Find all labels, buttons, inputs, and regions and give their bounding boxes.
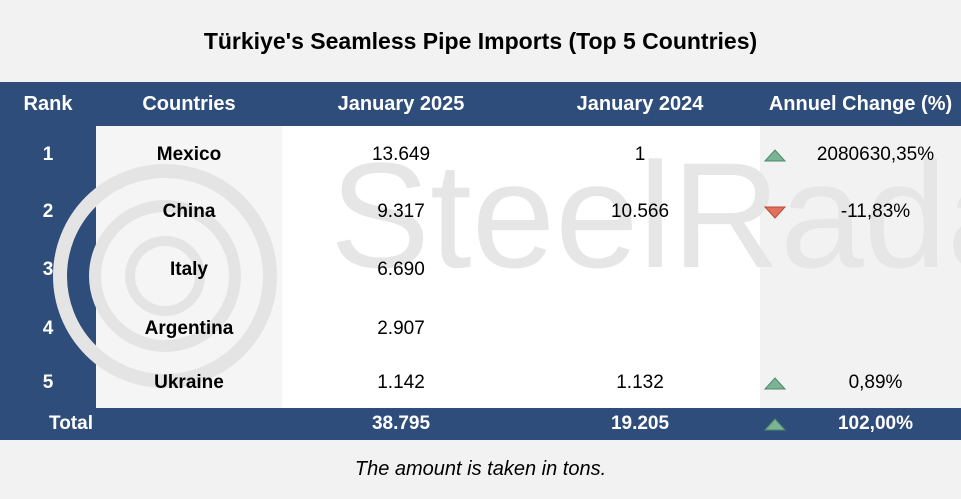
header-cell: Countries <box>142 92 236 115</box>
triangle <box>763 418 787 431</box>
total-band <box>0 408 961 440</box>
value-cell: 9.317 <box>377 200 425 222</box>
country-cell: Mexico <box>156 143 222 165</box>
change-cell: 0,89% <box>848 372 903 393</box>
rank-cell: 4 <box>42 318 54 339</box>
watermark-logo <box>53 164 277 388</box>
total-cell: 38.795 <box>371 413 431 434</box>
rank-cell: 2 <box>42 200 54 222</box>
trend-up-icon <box>763 377 787 390</box>
watermark: SteelRadar <box>330 131 961 299</box>
value-cell: 6.690 <box>377 259 425 280</box>
trend-down-icon <box>763 206 787 219</box>
header-cell: January 2024 <box>576 92 704 115</box>
total-cell: 19.205 <box>610 413 670 434</box>
rank-band <box>0 126 96 408</box>
header-band <box>0 82 961 126</box>
note: The amount is taken in tons. <box>354 458 607 480</box>
title-band <box>0 0 961 82</box>
value-cell: 1.132 <box>616 372 664 393</box>
value-cell: 13.649 <box>371 143 431 165</box>
value-cell: 2.907 <box>377 318 425 339</box>
change-cell: -11,83% <box>840 200 911 222</box>
value-cell: 10.566 <box>610 200 670 222</box>
logo-ring <box>125 236 205 316</box>
country-cell: China <box>162 200 216 222</box>
value-cell: 1.142 <box>377 372 425 393</box>
note-band <box>0 440 961 499</box>
rank-cell: 1 <box>42 143 54 165</box>
rank-cell: 3 <box>42 259 54 280</box>
triangle <box>763 148 787 161</box>
change-band <box>760 126 961 408</box>
trend-up-icon <box>763 418 787 431</box>
header-cell: January 2025 <box>337 92 465 115</box>
country-cell: Italy <box>169 259 209 280</box>
country-cell: Argentina <box>144 318 234 339</box>
title: Türkiye's Seamless Pipe Imports (Top 5 C… <box>203 27 758 54</box>
logo-ring <box>53 164 277 388</box>
country-cell: Ukraine <box>154 372 224 393</box>
change-cell: 2080630,35% <box>816 143 935 165</box>
triangle <box>763 206 787 219</box>
header-cell: Rank <box>23 92 73 115</box>
total-change: 102,00% <box>837 413 913 434</box>
header-cell: Annuel Change (%) <box>768 92 953 115</box>
rank-cell: 5 <box>42 372 54 393</box>
triangle <box>763 377 787 390</box>
logo-ring <box>89 200 241 352</box>
total-label: Total <box>49 413 93 434</box>
value-cell: 1 <box>634 143 646 165</box>
trend-up-icon <box>763 148 787 161</box>
